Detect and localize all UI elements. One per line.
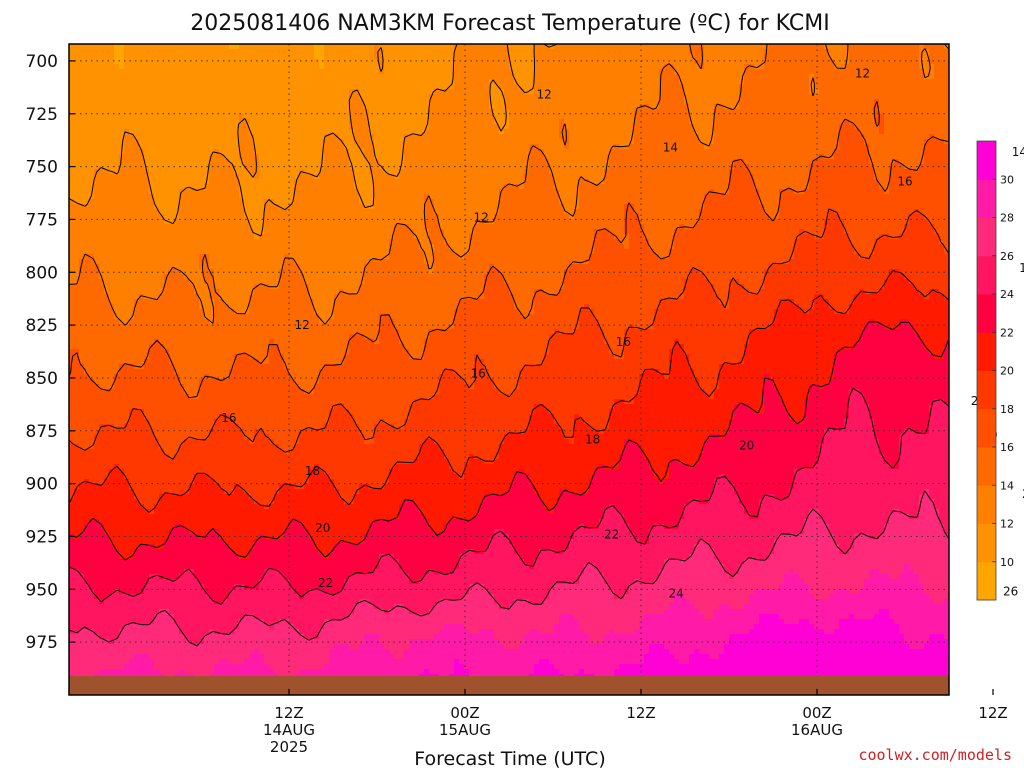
colorbar-segment <box>977 447 996 486</box>
contour-label: 20 <box>739 439 754 453</box>
y-tick-label: 825 <box>26 316 58 336</box>
y-tick-label: 850 <box>26 369 58 389</box>
temperature-fill-bands <box>69 44 950 700</box>
colorbar-segment <box>977 294 996 333</box>
colorbar-tick-label: 24 <box>1000 288 1014 301</box>
colorbar-segment <box>977 485 996 524</box>
contour-label: 16 <box>897 174 912 188</box>
contour-label: 26 <box>1003 584 1018 598</box>
contour-label: 18 <box>305 464 320 478</box>
contour-label: 18 <box>585 432 600 446</box>
colorbar-segment <box>977 179 996 218</box>
contour-label: 12 <box>855 67 870 81</box>
x-tick-label: 2025 <box>270 738 308 756</box>
y-tick-label: 800 <box>26 263 58 283</box>
colorbar-segment <box>977 524 996 563</box>
contour-label: 16 <box>221 411 236 425</box>
contour-label: 18 <box>1019 261 1024 275</box>
colorbar-tick-label: 10 <box>1000 556 1014 569</box>
colorbar-tick-label: 30 <box>1000 173 1014 186</box>
colorbar-tick-label: 18 <box>1000 403 1014 416</box>
x-tick-label: 00Z <box>450 704 479 722</box>
colorbar-segment <box>977 218 996 257</box>
colorbar-segment <box>977 332 996 371</box>
temperature-cross-section-chart: 2025081406 NAM3KM Forecast Temperature (… <box>0 0 1024 768</box>
colorbar-tick-label: 22 <box>1000 326 1014 339</box>
y-tick-label: 950 <box>26 580 58 600</box>
contour-label: 22 <box>318 576 333 590</box>
x-tick-label: 00Z <box>802 704 831 722</box>
colorbar-segment <box>977 409 996 448</box>
x-tick-label: 12Z <box>274 704 303 722</box>
colorbar-tick-label: 28 <box>1000 212 1014 225</box>
colorbar-tick-label: 16 <box>1000 441 1014 454</box>
y-tick-label: 925 <box>26 527 58 547</box>
x-tick-label: 15AUG <box>439 721 491 739</box>
x-axis-label: Forecast Time (UTC) <box>414 748 605 768</box>
y-tick-label: 875 <box>26 422 58 442</box>
colorbar-tick-label: 20 <box>1000 365 1014 378</box>
y-tick-label: 900 <box>26 475 58 495</box>
y-tick-label: 725 <box>26 105 58 125</box>
y-tick-label: 775 <box>26 210 58 230</box>
x-tick-label: 14AUG <box>263 721 315 739</box>
colorbar-tick-label: 12 <box>1000 518 1014 531</box>
y-tick-label: 975 <box>26 633 58 653</box>
contour-label: 20 <box>315 521 330 535</box>
credit-text: coolwx.com/models <box>858 746 1012 764</box>
contour-label: 24 <box>669 587 684 601</box>
colorbar-segment <box>977 141 996 180</box>
contour-label: 12 <box>295 318 310 332</box>
plot-area <box>69 44 993 700</box>
y-axis: 700 725 750 775 800 825 850 875 900 925 950 975 <box>26 52 75 653</box>
colorbar-tick-label: 14 <box>1000 479 1014 492</box>
x-tick-label: 16AUG <box>791 721 843 739</box>
colorbar-segment <box>977 256 996 295</box>
contour-label: 16 <box>616 335 631 349</box>
contour-label: 22 <box>604 527 619 541</box>
contour-label: 14 <box>1012 145 1024 159</box>
y-tick-label: 700 <box>26 52 58 72</box>
chart-title: 2025081406 NAM3KM Forecast Temperature (… <box>190 11 829 36</box>
colorbar-tick-label: 26 <box>1000 250 1014 263</box>
contour-label: 16 <box>471 367 486 381</box>
x-tick-label: 12Z <box>978 704 1007 722</box>
x-tick-label: 12Z <box>626 704 655 722</box>
colorbar-segment <box>977 562 996 601</box>
colorbar-segment <box>977 371 996 410</box>
colorbar-legend: 10 12 14 16 18 20 22 24 26 28 30 <box>977 141 1014 601</box>
contour-label: 14 <box>663 141 678 155</box>
y-tick-label: 750 <box>26 158 58 178</box>
contour-label: 12 <box>537 88 552 102</box>
contour-label: 12 <box>473 210 488 224</box>
